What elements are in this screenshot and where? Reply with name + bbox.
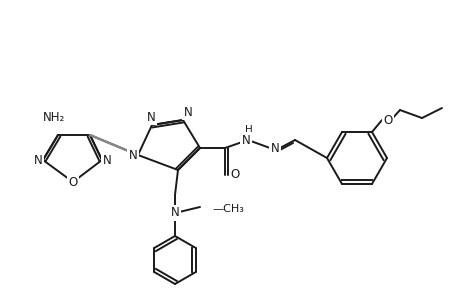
- Text: O: O: [230, 169, 239, 182]
- Text: O: O: [68, 176, 78, 188]
- Text: N: N: [146, 110, 155, 124]
- Text: H: H: [245, 125, 252, 135]
- Text: N: N: [129, 148, 137, 161]
- Text: NH₂: NH₂: [43, 110, 65, 124]
- Text: N: N: [102, 154, 111, 166]
- Text: N: N: [170, 206, 179, 220]
- Text: O: O: [382, 113, 392, 127]
- Text: —CH₃: —CH₃: [212, 204, 243, 214]
- Text: N: N: [183, 106, 192, 118]
- Text: N: N: [270, 142, 279, 154]
- Text: N: N: [34, 154, 42, 166]
- Text: N: N: [241, 134, 250, 146]
